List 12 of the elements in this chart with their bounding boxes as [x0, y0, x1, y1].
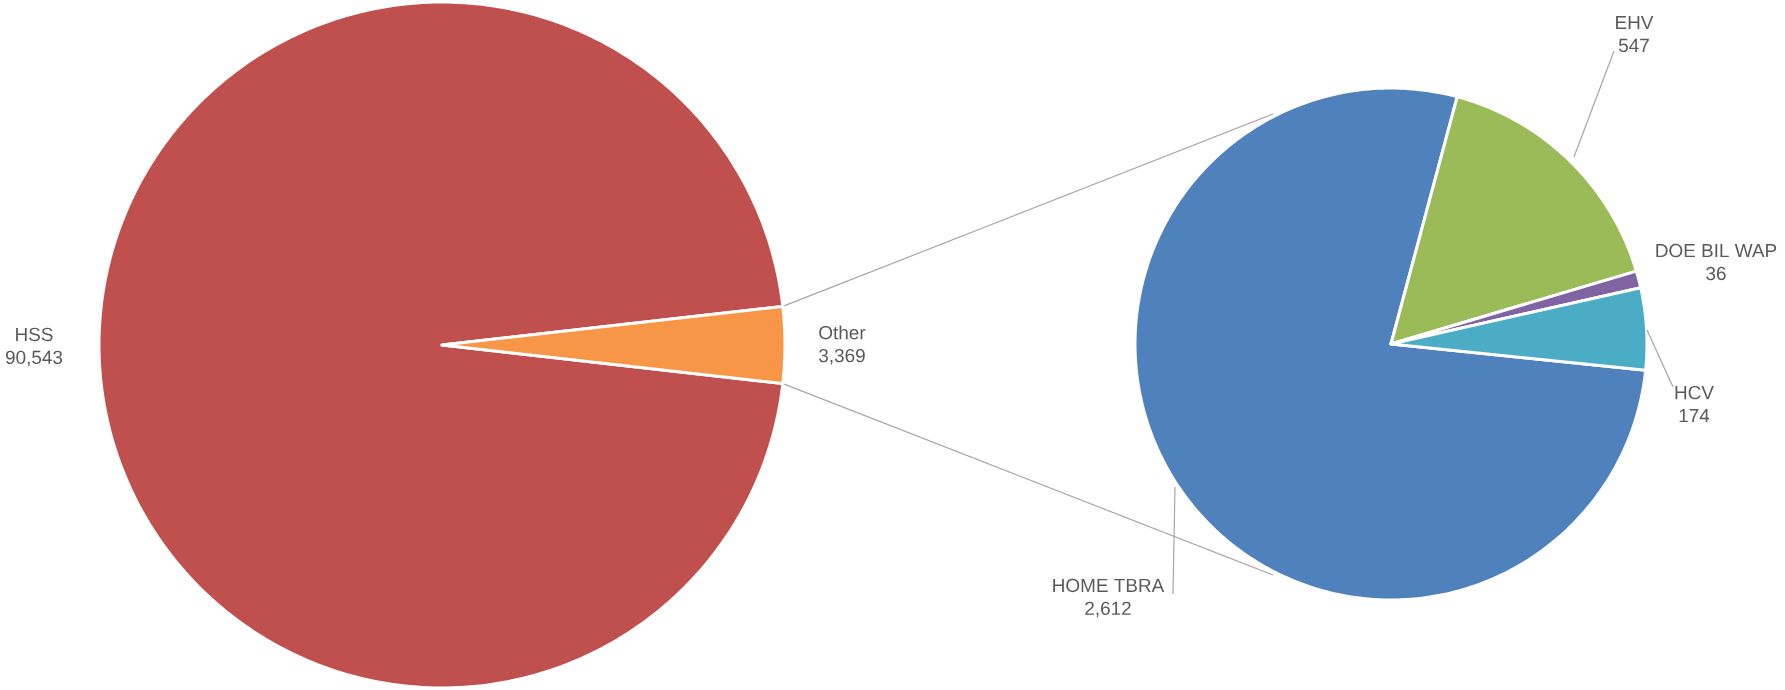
data-label: 547 — [1618, 38, 1649, 53]
data-label: 174 — [1679, 409, 1710, 423]
slice-label: HSS — [16, 327, 53, 342]
data-label: 3,369 — [819, 348, 865, 365]
data-label: 2,612 — [1085, 601, 1131, 618]
slice-label: HOME TBRA — [1053, 578, 1165, 593]
slice-label: Other — [819, 325, 866, 340]
slice-label: DOE BIL WAP — [1656, 243, 1777, 258]
data-label: 36 — [1706, 266, 1726, 281]
data-label: 90,543 — [5, 350, 63, 367]
slice-label: HCV — [1675, 385, 1714, 400]
slice-label: EHV — [1616, 15, 1654, 29]
